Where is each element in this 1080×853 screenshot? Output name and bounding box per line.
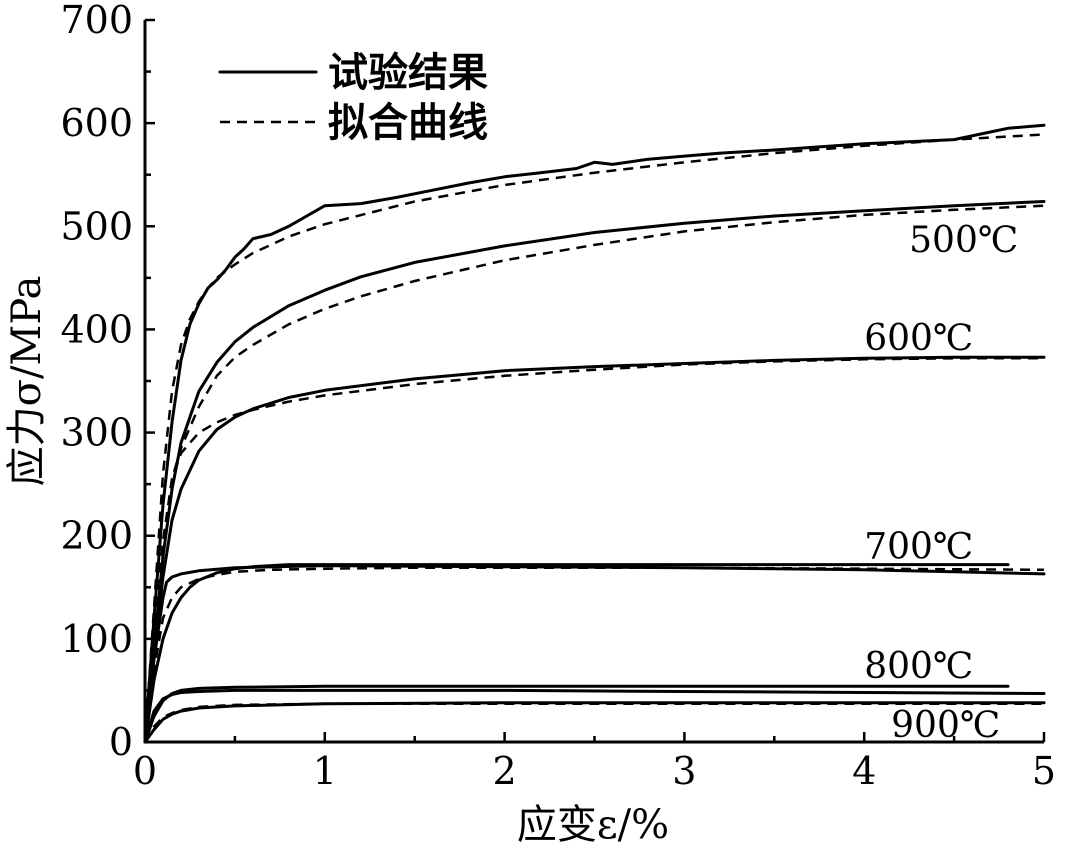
y-tick-label: 300 xyxy=(60,411,133,455)
y-tick-label: 200 xyxy=(60,514,133,558)
x-tick-label: 2 xyxy=(493,749,517,793)
y-tick-label: 700 xyxy=(60,0,133,42)
y-axis-title: 应力σ/MPa xyxy=(4,276,50,487)
x-tick-label: 4 xyxy=(852,749,876,793)
test-curve-2 xyxy=(143,200,1046,744)
x-tick-label: 3 xyxy=(672,749,696,793)
temp-label-0: 500℃ xyxy=(909,220,1018,261)
axes xyxy=(143,20,1044,744)
legend-label-solid: 试验结果 xyxy=(328,50,488,96)
ticks: 0 1 2 3 4 5 0 100 200 300 400 500 600 700 xyxy=(60,0,1056,793)
legend-label-dashed: 拟合曲线 xyxy=(328,100,488,146)
x-tick-label: 1 xyxy=(313,749,337,793)
y-tick-label: 600 xyxy=(60,101,133,145)
y-tick-label: 0 xyxy=(109,720,133,764)
x-tick-label: 0 xyxy=(133,749,157,793)
x-axis-title: 应变ε/% xyxy=(517,802,669,848)
y-tick-label: 500 xyxy=(60,204,133,248)
temp-label-3: 800℃ xyxy=(864,646,973,687)
temp-label-1: 600℃ xyxy=(864,318,973,359)
temp-label-4: 900℃ xyxy=(891,705,1000,746)
fit-curve-12 xyxy=(143,702,1044,743)
temp-label-2: 700℃ xyxy=(864,526,973,567)
x-tick-label: 5 xyxy=(1032,749,1056,793)
test-curve-9 xyxy=(143,684,1010,744)
temperature-labels: 500℃ 600℃ 700℃ 800℃ 900℃ xyxy=(864,220,1018,746)
fit-curve-1 xyxy=(143,133,1045,743)
fit-curve-5 xyxy=(143,357,1044,743)
test-curve-10 xyxy=(143,688,1046,744)
y-tick-label: 100 xyxy=(60,617,133,661)
series-layer xyxy=(143,123,1046,744)
test-curve-0 xyxy=(143,123,1046,744)
y-tick-label: 400 xyxy=(60,307,133,351)
